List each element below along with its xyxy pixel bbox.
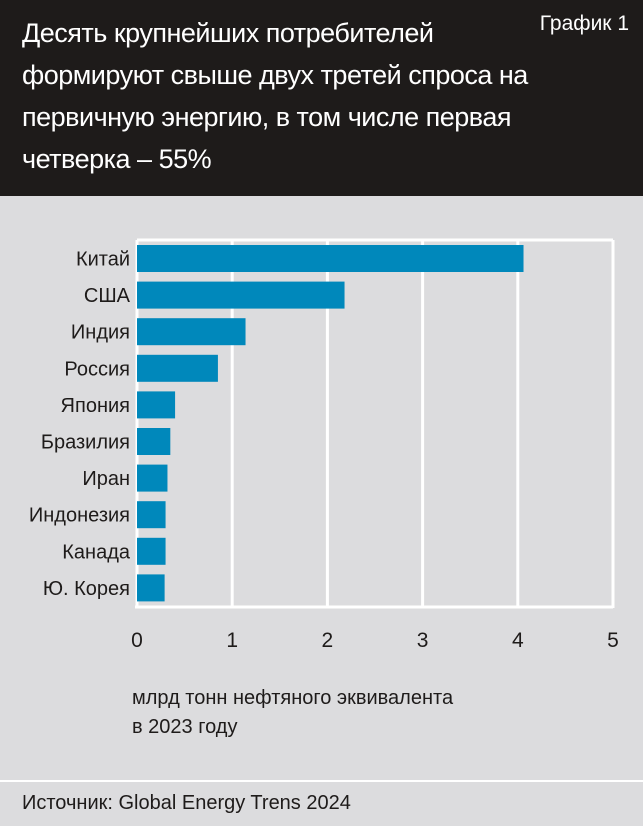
bar: [137, 245, 524, 272]
bar: [137, 464, 168, 492]
bar: [137, 281, 345, 309]
chart-title: Десять крупнейших потребителей формируют…: [22, 18, 528, 174]
category-label: Индия: [71, 322, 130, 344]
category-label: Бразилия: [41, 432, 130, 454]
unit-line-1: млрд тонн нефтяного эквивалента: [132, 687, 454, 709]
unit-line-2: в 2023 году: [132, 716, 238, 738]
bar: [137, 318, 246, 346]
bar: [137, 537, 166, 565]
category-label: Китай: [76, 249, 130, 271]
x-tick-label: 2: [322, 629, 334, 652]
bar: [137, 391, 176, 419]
bar: [137, 574, 165, 602]
bar: [137, 501, 166, 529]
category-label: Индонезия: [29, 505, 130, 527]
category-label: Канада: [62, 541, 131, 563]
axis-unit-label: млрд тонн нефтяного эквивалента в 2023 г…: [132, 684, 453, 742]
bar-chart: 0 1 2 3 4 5 Китай США Индия Россия Япония Бразилия И…: [29, 238, 619, 652]
bar: [137, 354, 218, 382]
x-tick-label: 5: [607, 629, 619, 652]
footer: Источник: Global Energy Trens 2024: [0, 780, 643, 826]
category-label: Ю. Корея: [43, 578, 130, 600]
category-label: Иран: [82, 468, 130, 490]
x-tick-label: 4: [512, 629, 524, 652]
chart-number-label: График 1: [539, 12, 629, 35]
category-label: США: [84, 285, 131, 307]
category-label: Япония: [61, 395, 130, 417]
category-label: Россия: [64, 358, 130, 380]
header: Десять крупнейших потребителей формируют…: [0, 0, 643, 196]
bar: [137, 428, 171, 455]
x-tick-label: 0: [131, 629, 143, 652]
x-tick-label: 3: [417, 629, 429, 652]
source-text: Источник: Global Energy Trens 2024: [22, 792, 351, 814]
x-tick-label: 1: [226, 629, 238, 652]
